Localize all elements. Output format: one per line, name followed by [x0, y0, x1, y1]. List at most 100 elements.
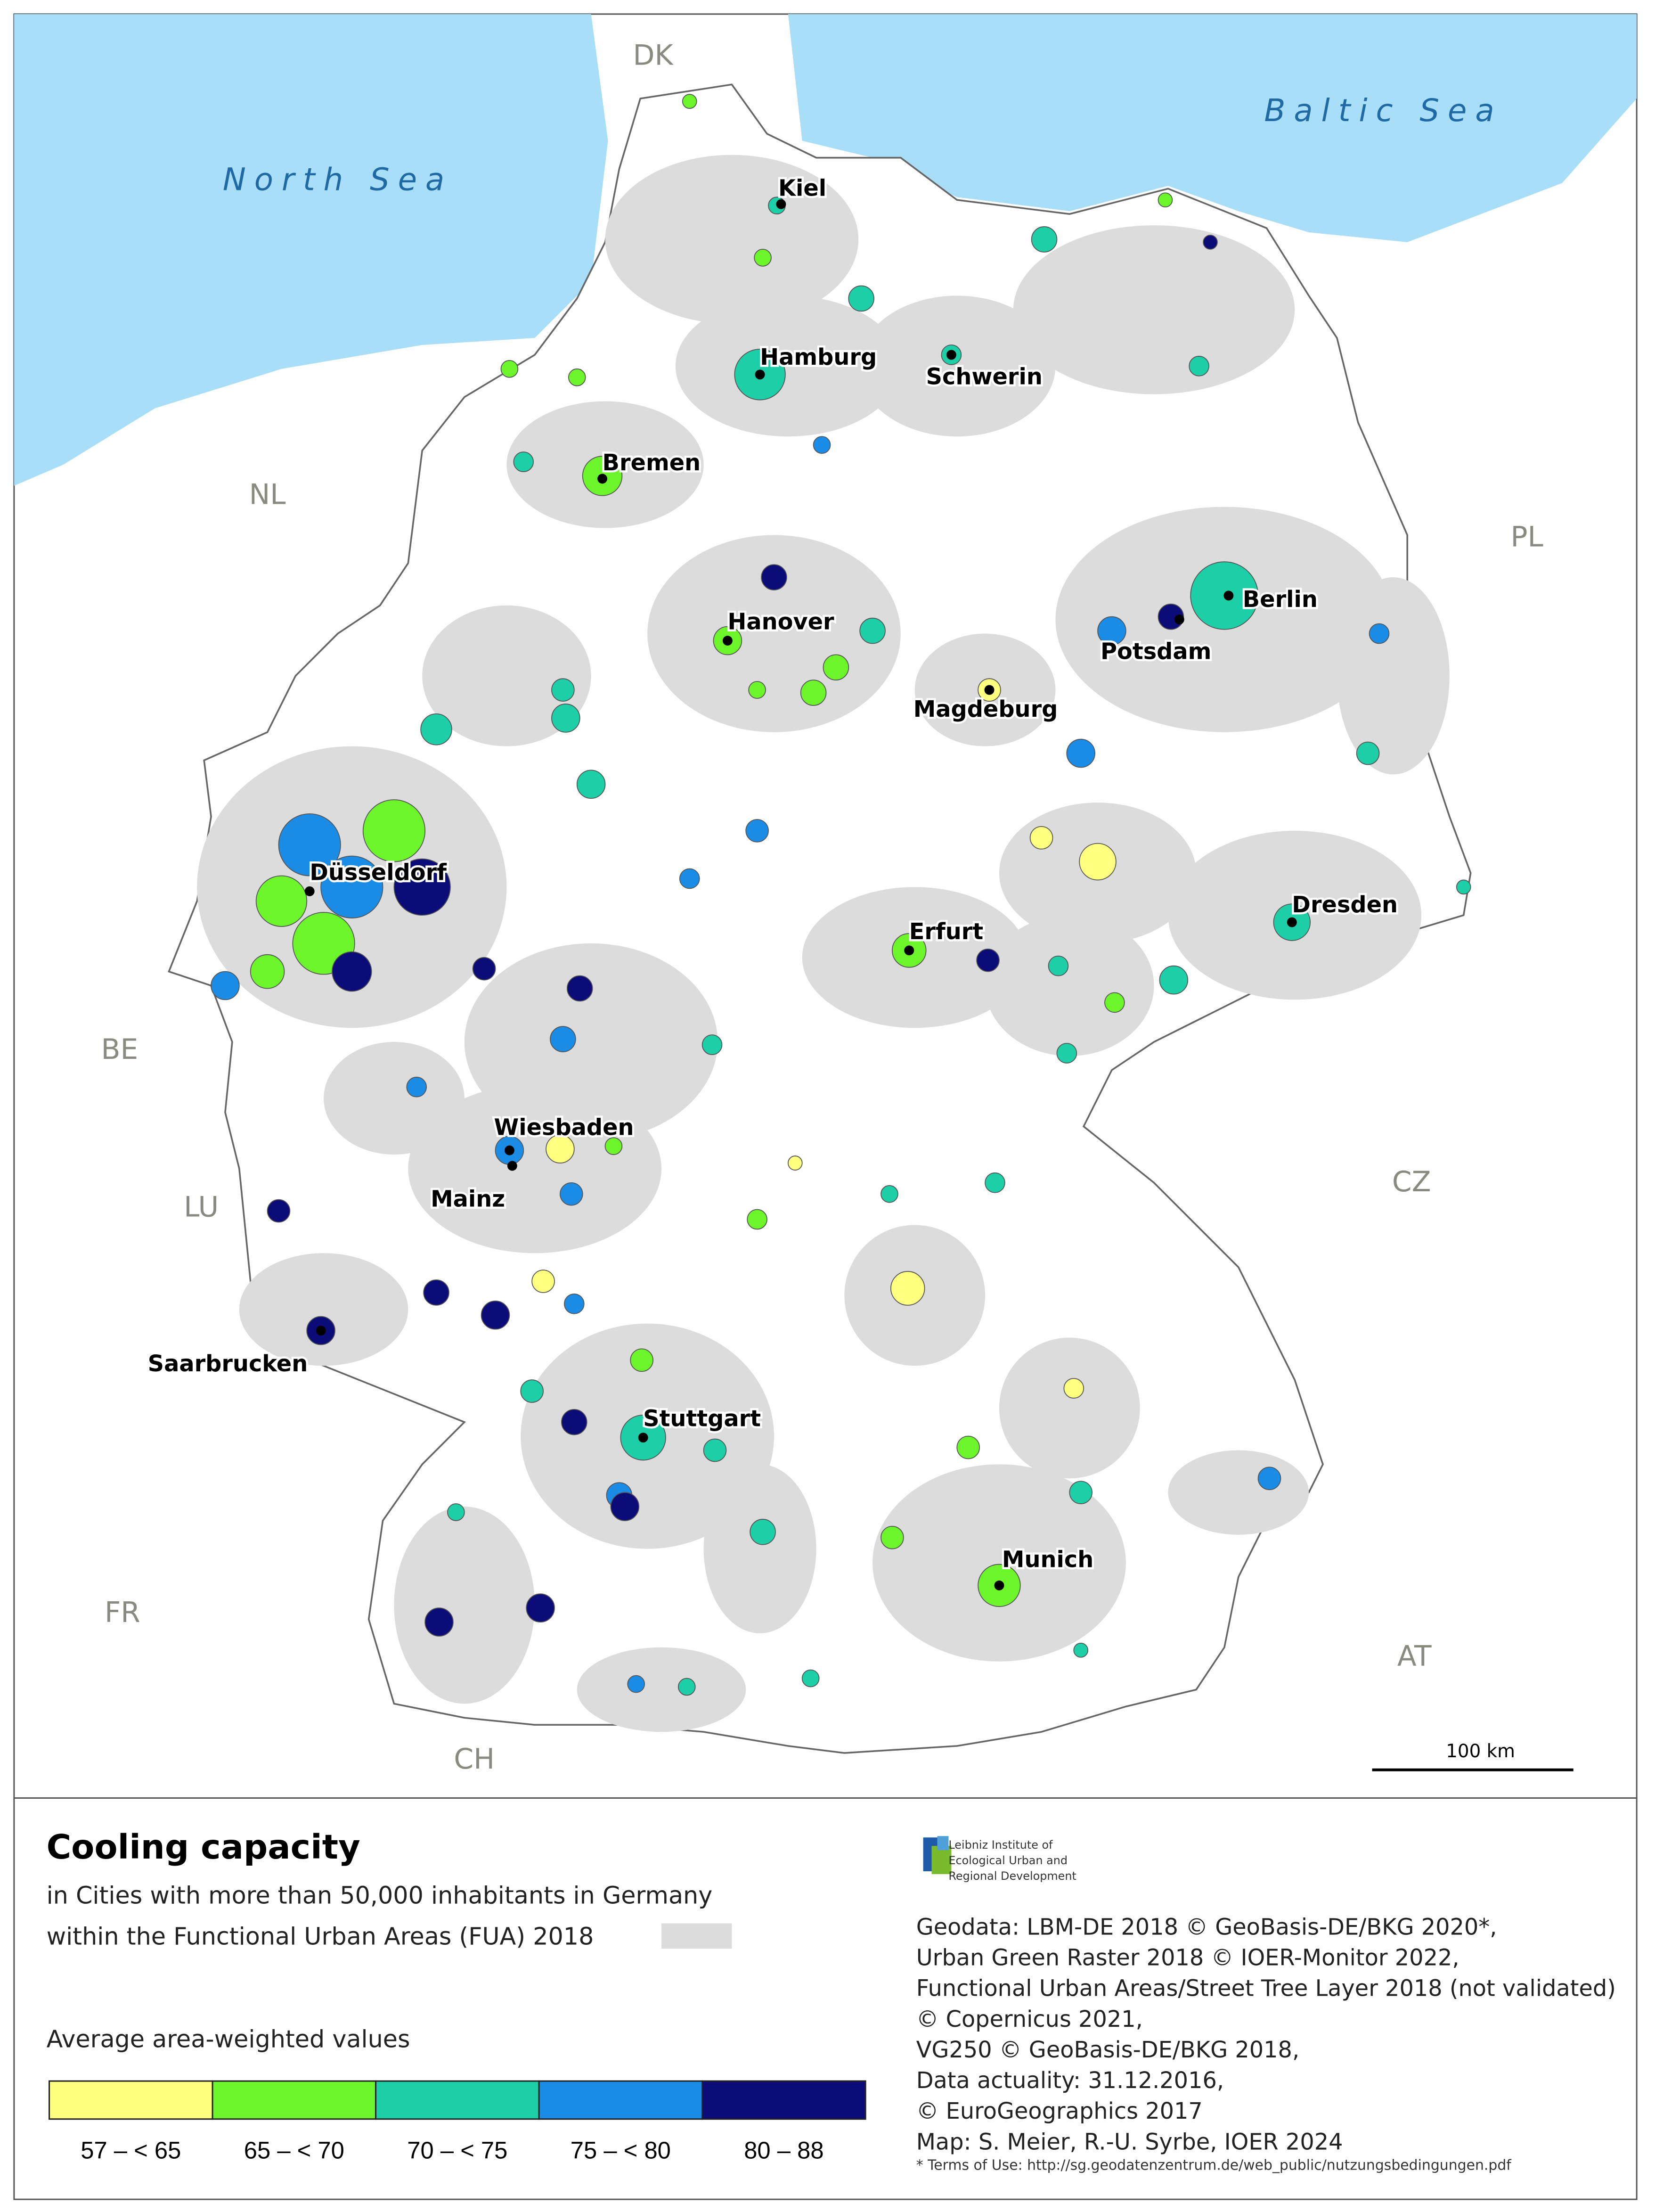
legend-area: Cooling capacity in Cities with more than… [47, 1827, 1616, 2173]
country-label: BE [101, 1033, 139, 1066]
city-label: Mainz [431, 1187, 505, 1213]
city-label: Erfurt [909, 919, 983, 945]
city-area [761, 564, 787, 590]
country-label: DK [633, 39, 674, 72]
fua-area [858, 295, 1056, 437]
fua-area [675, 295, 901, 437]
city-dot [1174, 614, 1184, 625]
city-area [320, 855, 383, 919]
credit-line: © Copernicus 2021, [916, 2007, 1143, 2032]
scale-label: 100 km [1446, 1741, 1515, 1762]
city-dot [1223, 590, 1234, 601]
city-dot [722, 636, 733, 646]
city-area [745, 819, 769, 843]
city-area [677, 1678, 696, 1696]
city-area [610, 1492, 640, 1521]
city-dot [597, 474, 607, 484]
sea-label: North Sea [223, 162, 453, 197]
fua-area [703, 1464, 816, 1633]
city-area [630, 1348, 653, 1372]
city-area [823, 654, 849, 681]
city-area [424, 1607, 454, 1637]
city-label: Kiel [778, 175, 826, 201]
city-area [976, 948, 1000, 972]
city-label: Schwerin [926, 364, 1043, 390]
city-area [550, 1026, 576, 1052]
legend-swatch [375, 2080, 540, 2120]
city-area [956, 1435, 980, 1459]
legend-label: 75 – < 80 [571, 2137, 671, 2163]
fua-area [324, 1042, 465, 1155]
city-area [447, 1503, 465, 1521]
credit-line: VG250 © GeoBasis-DE/BKG 2018, [916, 2037, 1299, 2063]
fua-swatch [661, 1923, 732, 1949]
city-area [500, 360, 519, 378]
city-area [1073, 1642, 1089, 1658]
logo-block [931, 1846, 952, 1874]
city-area [682, 94, 697, 109]
city-area [787, 1155, 803, 1171]
city-label: Bremen [603, 450, 701, 476]
city-area [1079, 843, 1117, 881]
credit-line: Map: S. Meier, R.-U. Syrbe, IOER 2024 [916, 2129, 1343, 2155]
fua-area [1168, 1450, 1309, 1535]
legend-swatch [212, 2080, 377, 2120]
city-dot [755, 369, 765, 380]
city-area [1029, 826, 1053, 850]
city-area [420, 713, 452, 746]
map-area: North Sea Baltic Sea DK NL PL BE LU CZ FR AT CH Kie… [14, 14, 1637, 1776]
fua-area [605, 155, 859, 324]
city-area [848, 285, 874, 312]
country-label: AT [1397, 1640, 1432, 1673]
sea [788, 14, 1637, 242]
city-label: Wiesbaden [494, 1114, 634, 1140]
city-label: Dresden [1292, 892, 1398, 918]
country-label: NL [249, 479, 286, 511]
logo [923, 1836, 952, 1874]
legend-swatch [701, 2080, 866, 2120]
city-label: Saarbrucken [148, 1351, 308, 1377]
country-label: CZ [1392, 1166, 1431, 1198]
city-dot [316, 1326, 326, 1336]
city-area [1356, 741, 1380, 765]
city-label: Munich [1002, 1547, 1093, 1573]
legend-label: 57 – < 65 [81, 2137, 181, 2163]
city-area [801, 1669, 820, 1688]
city-label: Potsdam [1101, 639, 1211, 664]
city-area [1056, 1043, 1077, 1064]
fua-area [422, 605, 591, 746]
city-area [568, 368, 586, 386]
city-area [526, 1593, 555, 1622]
city-area [551, 678, 575, 702]
city-area [406, 1076, 427, 1098]
fua-area [1013, 225, 1295, 394]
legend-subtitle: within the Functional Urban Areas (FUA) … [47, 1922, 594, 1950]
institute-name: Regional Development [948, 1869, 1076, 1883]
city-area [576, 770, 606, 799]
city-area [481, 1300, 510, 1330]
country-label: FR [105, 1597, 140, 1629]
city-area [800, 680, 827, 706]
city-area [604, 1137, 623, 1155]
city-area [679, 868, 700, 889]
fua-area [408, 1084, 662, 1253]
city-area [1097, 616, 1126, 646]
city-area [472, 957, 496, 981]
institute-name: Ecological Urban and [948, 1854, 1068, 1867]
city-area [985, 1172, 1005, 1193]
city-area [813, 436, 831, 454]
credit-line: © EuroGeographics 2017 [916, 2098, 1203, 2124]
city-area [393, 858, 451, 916]
city-area [250, 954, 285, 989]
city-area [890, 1271, 925, 1306]
fua-area [239, 1253, 408, 1366]
city-area [560, 1182, 583, 1206]
city-dot [984, 685, 995, 695]
city-area [754, 248, 772, 267]
city-area [627, 1675, 645, 1693]
institute-name: Leibniz Institute of [948, 1838, 1053, 1852]
city-area [859, 617, 886, 644]
legend-swatch [538, 2080, 703, 2120]
credit-line: Functional Urban Areas/Street Tree Layer… [916, 1976, 1616, 2002]
city-dot [504, 1145, 514, 1155]
